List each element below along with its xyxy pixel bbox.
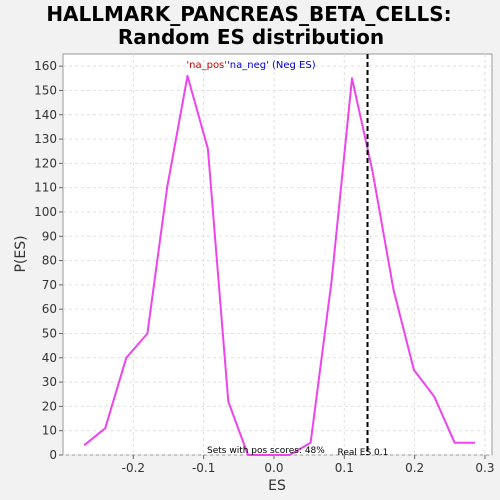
y-tick-label: 50: [42, 326, 57, 340]
legend: 'na_pos''na_neg' (Neg ES): [186, 60, 315, 71]
y-tick-label: 20: [42, 399, 57, 413]
series-group: [83, 74, 476, 456]
legend-item-neg: 'na_neg' (Neg ES): [227, 60, 316, 71]
x-tick-label: 0.2: [405, 461, 424, 475]
y-tick-label: 10: [42, 424, 57, 438]
legend-item-pos: 'na_pos': [186, 60, 227, 71]
y-tick-label: 30: [42, 375, 57, 389]
y-axis: 0 10 20 30 40 50 60 70 80 90 100 110 120 130 140 150 160: [34, 59, 63, 462]
x-axis-label: ES: [268, 478, 286, 494]
y-tick-label: 130: [34, 132, 57, 146]
x-tick-label: 0.1: [335, 461, 354, 475]
x-tick-label: -0.2: [122, 461, 145, 475]
y-tick-label: 80: [42, 254, 57, 268]
plot-area: [62, 53, 493, 456]
pos-scores-annotation: Sets with pos scores: 48%: [207, 446, 325, 456]
y-tick-label: 90: [42, 229, 57, 243]
y-tick-label: 140: [34, 108, 57, 122]
y-tick-label: 120: [34, 156, 57, 170]
y-tick-label: 160: [34, 59, 57, 73]
y-tick-label: 0: [49, 448, 57, 462]
chart-title-line1: HALLMARK_PANCREAS_BETA_CELLS:: [46, 2, 451, 26]
real-es-label: Real ES 0.1: [338, 448, 389, 458]
grid: [63, 54, 492, 456]
x-tick-label: 0.3: [475, 461, 494, 475]
x-axis: -0.2 -0.1 0.0 0.1 0.2 0.3: [122, 455, 495, 475]
y-tick-label: 100: [34, 205, 57, 219]
x-tick-label: 0.0: [264, 461, 283, 475]
y-tick-label: 110: [34, 181, 57, 195]
y-tick-label: 150: [34, 83, 57, 97]
y-tick-label: 60: [42, 302, 57, 316]
series-line: [83, 74, 476, 456]
y-tick-label: 70: [42, 278, 57, 292]
x-tick-label: -0.1: [192, 461, 215, 475]
y-axis-label: P(ES): [13, 235, 29, 272]
y-tick-label: 40: [42, 351, 57, 365]
chart-title-line2: Random ES distribution: [118, 25, 384, 49]
